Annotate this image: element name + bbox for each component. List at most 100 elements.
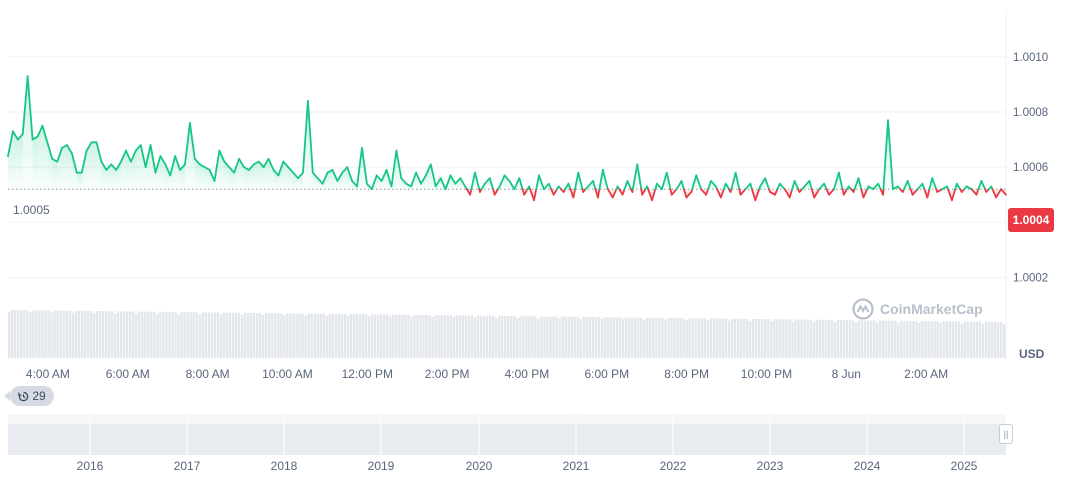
volume-bar <box>485 315 489 358</box>
price-segment-up <box>518 177 524 191</box>
x-tick-label: 2:00 PM <box>425 367 470 381</box>
volume-bar <box>516 318 519 358</box>
price-segment-up <box>857 177 863 191</box>
volume-bar <box>443 315 446 358</box>
price-segment-up <box>361 146 368 185</box>
price-segment-up <box>370 174 378 191</box>
volume-bar <box>20 310 23 358</box>
volume-bar <box>74 310 77 358</box>
volume-bar <box>987 321 991 358</box>
price-segment-up <box>385 169 393 188</box>
volume-bar <box>416 314 419 358</box>
price-segment-up <box>213 149 221 182</box>
x-tick-label: 6:00 AM <box>106 367 150 381</box>
area-above <box>376 175 382 190</box>
volume-bar <box>745 318 749 358</box>
price-segment-down <box>469 188 473 196</box>
price-segment-up <box>110 163 118 171</box>
price-segment-up <box>144 144 152 169</box>
volume-bar <box>44 310 47 358</box>
price-segment-down <box>783 188 791 199</box>
price-segment-down <box>995 188 1002 199</box>
volume-bar <box>150 311 153 358</box>
volume-bar <box>863 320 867 358</box>
area-above <box>337 172 343 190</box>
area-above <box>224 161 230 190</box>
volume-bar <box>767 319 770 358</box>
volume-bar <box>83 310 87 358</box>
volume-bar <box>697 318 700 358</box>
volume-bar <box>860 320 864 358</box>
volume-bar <box>579 318 583 358</box>
volume-bar <box>845 320 849 358</box>
price-segment-up <box>710 180 717 188</box>
price-segment-up <box>306 100 314 174</box>
price-segment-down <box>647 188 653 202</box>
volume-bar <box>600 319 604 358</box>
area-above <box>283 161 289 190</box>
volume-bar <box>340 314 344 358</box>
volume-bar <box>119 311 123 358</box>
price-segment-up <box>965 185 973 191</box>
price-segment-up <box>287 166 295 174</box>
x-tick-label: 10:00 AM <box>262 367 313 381</box>
volume-bar <box>869 320 873 358</box>
price-segment-up <box>744 182 752 191</box>
history-year-label: 2017 <box>174 459 201 473</box>
volume-bar <box>337 313 341 358</box>
x-tick-label: 12:00 PM <box>342 367 393 381</box>
volume-bar <box>234 312 238 358</box>
volume-bar <box>724 318 728 358</box>
volume-bar <box>131 311 135 358</box>
price-segment-up <box>16 133 24 141</box>
volume-bar <box>730 318 734 358</box>
price-segment-up <box>331 169 339 182</box>
volume-bar <box>186 312 189 358</box>
area-above <box>268 158 274 190</box>
volume-bar <box>957 321 961 358</box>
history-year-label: 2016 <box>77 459 104 473</box>
volume-bar <box>410 316 413 358</box>
price-segment-down <box>754 188 761 202</box>
price-segment-up <box>567 182 572 191</box>
price-segment-up <box>125 149 132 163</box>
price-segment-up <box>100 160 108 171</box>
volume-bar <box>821 319 824 358</box>
volume-bar <box>694 318 697 358</box>
price-segment-up <box>115 160 122 171</box>
area-above <box>288 167 294 190</box>
volume-bar <box>909 320 912 358</box>
volume-bar <box>782 319 785 358</box>
area-above <box>76 172 82 190</box>
price-segment-up <box>444 174 452 191</box>
area-above <box>42 125 48 190</box>
history-year-label: 2019 <box>368 459 395 473</box>
price-segment-up <box>931 177 938 191</box>
range-handle[interactable]: || <box>999 424 1013 444</box>
price-segment-up <box>695 174 703 191</box>
price-segment-down <box>683 188 688 199</box>
price-segment-down <box>825 188 830 196</box>
price-segment-down <box>911 188 919 196</box>
volume-bar <box>446 315 449 358</box>
price-segment-down <box>651 188 657 202</box>
price-segment-up <box>429 163 437 188</box>
history-badge[interactable]: 29 <box>4 386 54 406</box>
price-segment-down <box>813 188 821 199</box>
area-above <box>484 178 490 190</box>
volume-bar <box>431 317 434 358</box>
volume-bar <box>59 310 62 358</box>
volume-bar <box>277 313 280 358</box>
volume-bar <box>210 312 214 358</box>
price-segment-up <box>51 157 59 163</box>
volume-bar <box>392 314 395 358</box>
volume-bar <box>428 315 431 358</box>
volume-bar <box>419 314 422 358</box>
price-segment-up <box>262 157 270 169</box>
volume-bar <box>661 317 664 358</box>
price-segment-up <box>316 177 324 185</box>
volume-bar <box>370 314 374 358</box>
volume-bar <box>125 311 129 358</box>
price-segment-up <box>120 149 127 163</box>
volume-bar <box>770 321 773 358</box>
